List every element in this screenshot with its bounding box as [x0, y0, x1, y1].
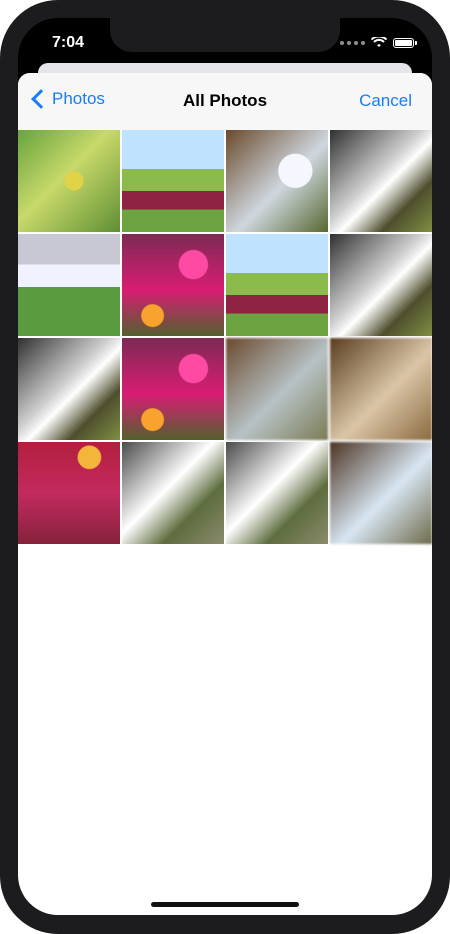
photo-thumbnail[interactable]: [18, 338, 120, 440]
photo-thumbnail[interactable]: [226, 234, 328, 336]
photo-thumbnail[interactable]: [330, 234, 432, 336]
status-icons: [340, 37, 417, 49]
photo-picker-sheet: Photos All Photos Cancel: [18, 73, 432, 915]
photo-thumbnail[interactable]: [18, 130, 120, 232]
back-label: Photos: [52, 89, 105, 108]
battery-icon: [393, 38, 417, 48]
notch: [110, 18, 340, 52]
photo-thumbnail[interactable]: [330, 338, 432, 440]
status-time: 7:04: [52, 34, 85, 51]
photo-thumbnail[interactable]: [226, 130, 328, 232]
photo-thumbnail[interactable]: [18, 234, 120, 336]
photo-thumbnail[interactable]: [226, 338, 328, 440]
photo-thumbnail[interactable]: [330, 442, 432, 544]
wifi-icon: [371, 37, 387, 47]
photo-thumbnail[interactable]: [122, 442, 224, 544]
cancel-button[interactable]: Cancel: [359, 91, 412, 110]
photo-thumbnail[interactable]: [226, 442, 328, 544]
photo-thumbnail[interactable]: [330, 130, 432, 232]
photos-back-button[interactable]: Photos: [30, 89, 105, 109]
photo-thumbnail[interactable]: [122, 338, 224, 440]
photo-thumbnail[interactable]: [122, 130, 224, 232]
navigation-bar: Photos All Photos Cancel: [18, 73, 432, 130]
photo-grid: [18, 130, 432, 544]
photo-thumbnail[interactable]: [18, 442, 120, 544]
cellular-icon: [340, 41, 365, 45]
home-indicator[interactable]: [151, 902, 299, 907]
page-title: All Photos: [182, 91, 268, 110]
photo-thumbnail[interactable]: [122, 234, 224, 336]
screen: 7:04 Photos All Photos Cancel: [18, 18, 432, 915]
